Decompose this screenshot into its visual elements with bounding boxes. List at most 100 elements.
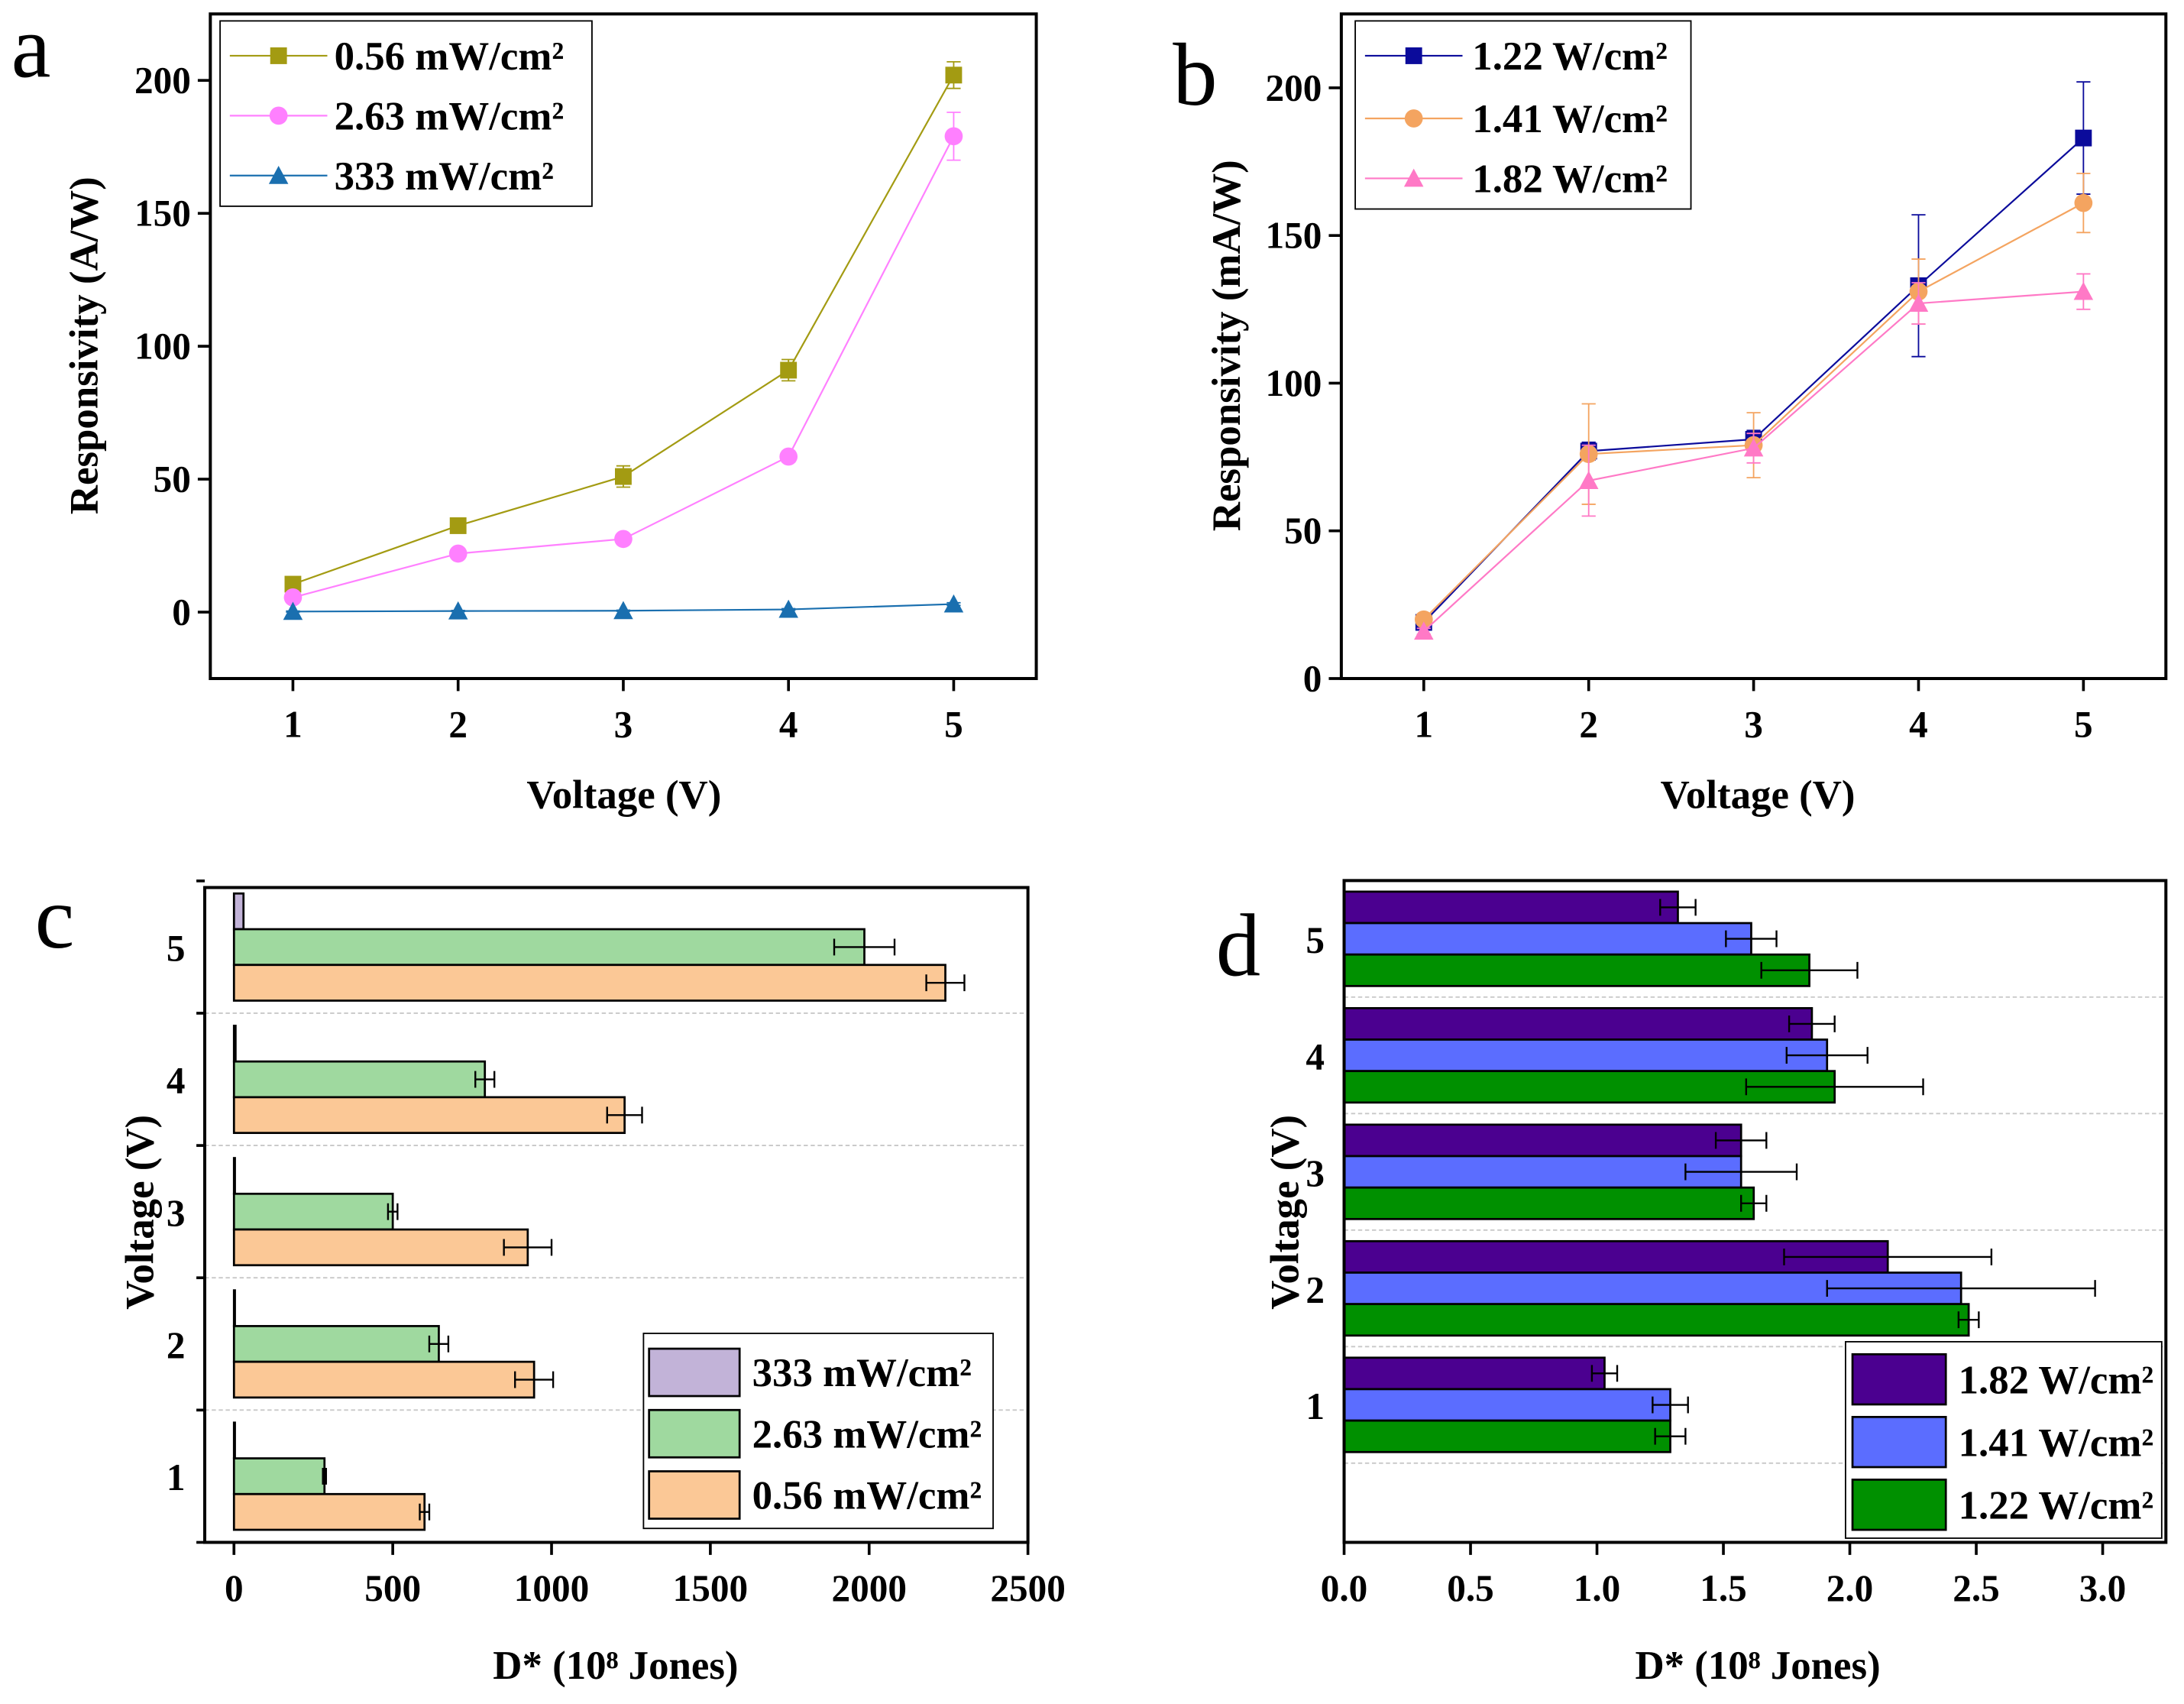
bar (232, 1192, 394, 1231)
legend-swatch (1851, 1479, 1947, 1531)
y-tick-label: 0 (172, 591, 191, 633)
bar (1343, 1356, 1606, 1391)
legend-label: 1.41 W/cm² (1959, 1421, 2154, 1465)
data-point-triangle (1414, 621, 1434, 640)
bar (232, 1457, 326, 1495)
x-tick-label: 2500 (990, 1567, 1065, 1609)
series-line (1423, 202, 2084, 620)
data-point-triangle (448, 601, 468, 620)
plot-frame (1342, 879, 2168, 1544)
legend-label: 1.22 W/cm² (1472, 34, 1668, 79)
data-point-square (945, 66, 963, 84)
x-tick-label: 5 (2074, 704, 2093, 746)
data-point-triangle (283, 601, 303, 620)
error-bar (606, 1106, 643, 1124)
x-tick-label: 0.0 (1321, 1567, 1368, 1609)
series-2 (283, 594, 964, 620)
y-tick-label: 0 (1303, 657, 1322, 699)
legend: 1.82 W/cm² 1.41 W/cm² 1.22 W/cm² (1845, 1340, 2163, 1539)
plot-frame (209, 12, 1038, 680)
data-point-circle (1414, 610, 1433, 629)
bar (232, 1289, 236, 1327)
data-point-square (780, 361, 798, 379)
y-tick-label: 2 (1306, 1268, 1325, 1310)
series-2 (1414, 273, 2094, 640)
error-bar (1659, 899, 1697, 916)
bar (232, 1060, 487, 1099)
x-tick-label: 1500 (673, 1567, 748, 1609)
error-bar (1957, 1311, 1980, 1329)
x-tick-label: 500 (364, 1567, 421, 1609)
data-point-triangle (1578, 471, 1599, 489)
x-tick-label: 1 (1415, 704, 1434, 746)
legend: 0.56 mW/cm² 2.63 mW/cm² 333 mW/cm² (219, 20, 593, 207)
y-tick-label: 5 (167, 928, 186, 970)
legend-label: 0.56 mW/cm² (335, 34, 565, 79)
x-tick-label: 0 (225, 1567, 244, 1609)
legend-label: 1.82 W/cm² (1472, 157, 1668, 202)
bar (1343, 1155, 1742, 1189)
data-point-square (449, 517, 467, 534)
x-axis-title: D* (10⁸ Jones) (493, 1644, 738, 1688)
y-tick-label: 1 (1306, 1385, 1325, 1427)
x-tick-label: 4 (1909, 704, 1928, 746)
error-bar (514, 1371, 555, 1388)
data-point-circle (2074, 193, 2093, 212)
y-tick-label: 3 (167, 1192, 186, 1234)
data-point-square (2075, 129, 2092, 147)
y-tick-label: 50 (1284, 510, 1322, 552)
x-tick-label: 4 (779, 704, 798, 746)
legend-swatch (648, 1470, 741, 1520)
x-tick-label: 3.0 (2079, 1567, 2127, 1609)
bar (232, 1025, 237, 1063)
legend: 333 mW/cm² 2.63 mW/cm² 0.56 mW/cm² (642, 1333, 994, 1530)
x-tick-label: 2.5 (1953, 1567, 2000, 1609)
y-tick-label: 1 (167, 1456, 186, 1498)
error-bar (1826, 1280, 2096, 1297)
y-tick-label: 100 (134, 326, 191, 368)
panel-label: b (1173, 26, 1217, 125)
y-tick-label: 4 (167, 1060, 186, 1102)
y-tick-label: 50 (154, 458, 191, 500)
legend-label: 2.63 mW/cm² (752, 1412, 982, 1456)
error-bar (1788, 1015, 1836, 1032)
data-point-circle (448, 544, 468, 563)
error-bar (1740, 1194, 1768, 1212)
legend-swatch (1851, 1353, 1947, 1406)
y-axis-title: Voltage (V) (118, 1115, 163, 1310)
panel-d: d D* (10⁸ Jones) Voltage (V) 0.0 0.5 1.0 1.5 2.… (1216, 879, 2168, 1688)
x-tick-label: 3 (1744, 704, 1763, 746)
x-tick-label: 2 (448, 704, 468, 746)
x-tick-label: 1.5 (1700, 1567, 1747, 1609)
error-bar (833, 938, 896, 956)
panel-label: c (35, 869, 75, 967)
data-point-triangle (1908, 293, 1929, 313)
legend-marker-circle (269, 106, 288, 125)
bar (232, 964, 946, 1002)
x-tick-label: 2 (1579, 704, 1598, 746)
legend-label: 2.63 mW/cm² (335, 95, 565, 139)
legend-marker-square (270, 47, 287, 64)
y-axis-title: Responsivity (mA/W) (1205, 160, 1249, 531)
y-axis-title: Voltage (V) (1263, 1115, 1307, 1310)
bar (232, 1325, 440, 1363)
x-tick-label: 1 (283, 704, 303, 746)
bar (232, 1228, 529, 1267)
legend-label: 1.41 W/cm² (1472, 97, 1668, 141)
legend-swatch (648, 1347, 741, 1398)
x-axis-title: Voltage (V) (1661, 773, 1856, 818)
data-point-circle (944, 127, 963, 146)
panel-c: cD* (10⁸ Jones)Voltage (V)0 500 1000 1500 20… (35, 869, 1066, 1688)
error-bar (1785, 1047, 1869, 1064)
y-tick-label: 3 (1306, 1152, 1325, 1194)
y-tick-label: 150 (1266, 215, 1322, 257)
error-bar (387, 1203, 399, 1220)
bar (232, 1096, 626, 1135)
error-bar (1652, 1396, 1689, 1414)
data-point-triangle (778, 599, 798, 618)
bar (232, 928, 866, 967)
data-point-triangle (943, 594, 964, 613)
legend-label: 0.56 mW/cm² (752, 1474, 982, 1518)
